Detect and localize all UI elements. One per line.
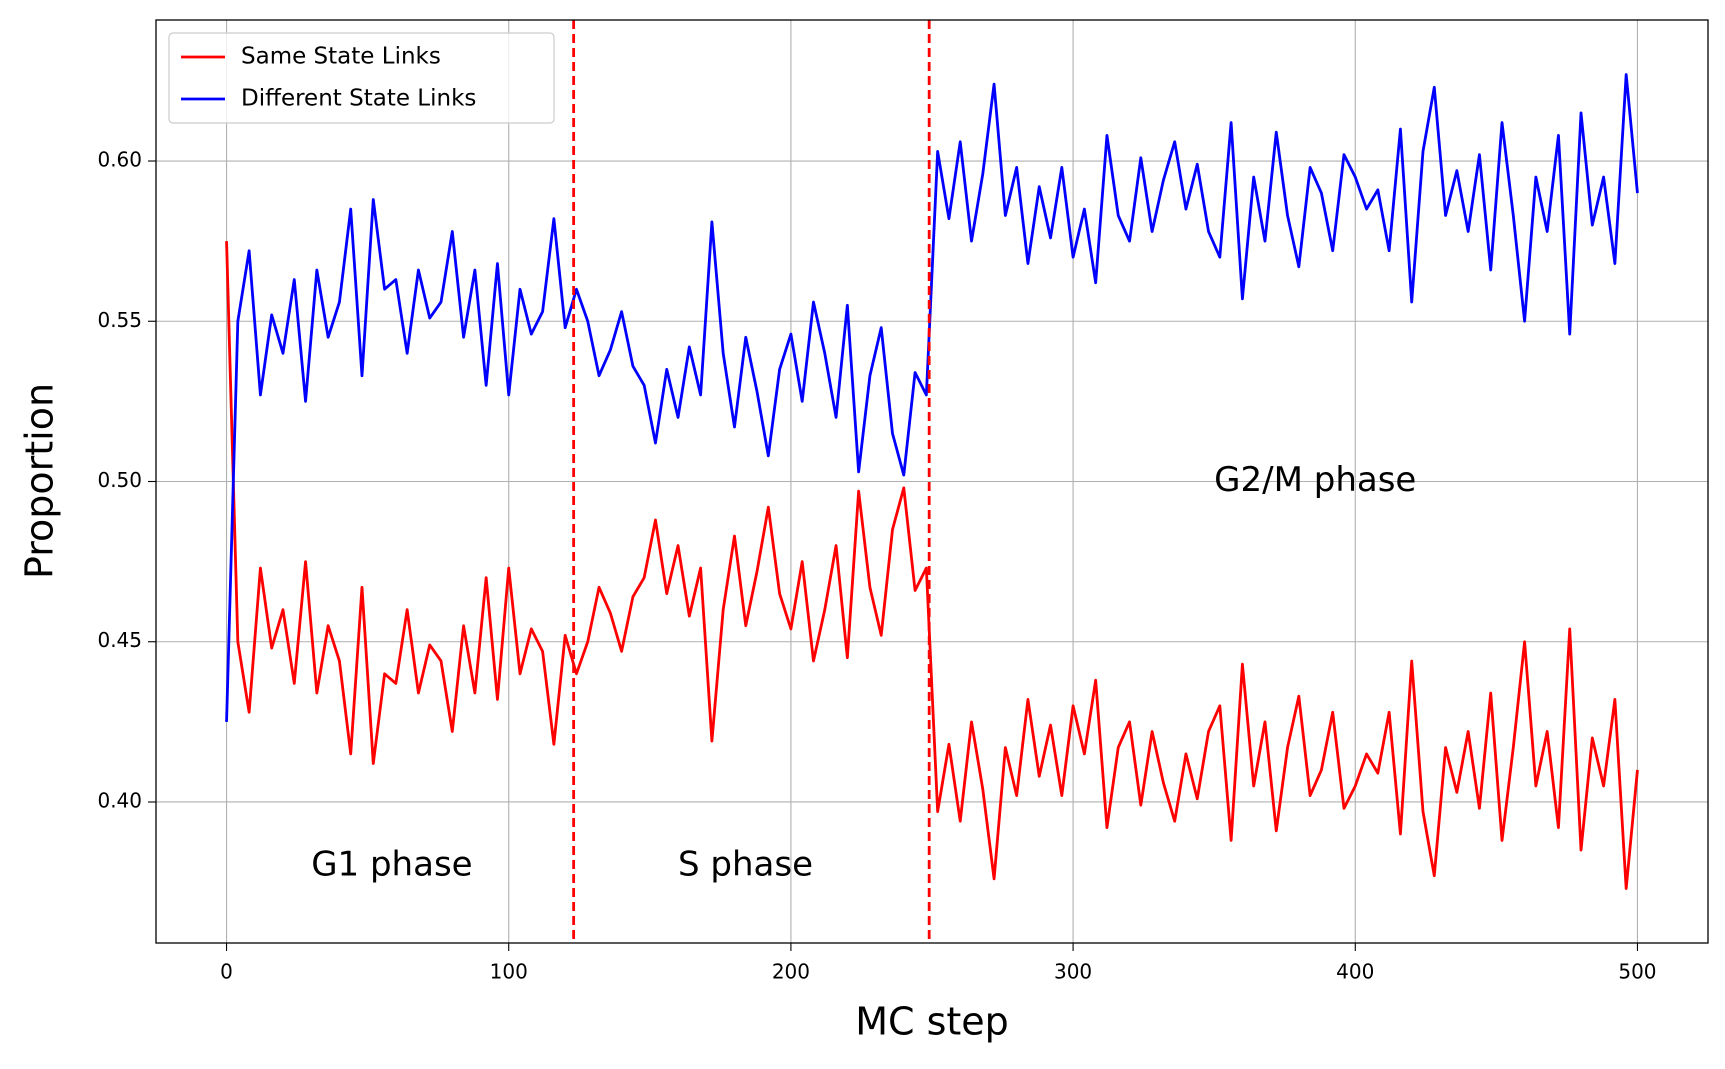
series-line bbox=[225, 73, 1639, 722]
x-tick-label: 200 bbox=[772, 960, 810, 984]
y-tick-label: 0.45 bbox=[97, 628, 142, 652]
series-line bbox=[225, 241, 1639, 890]
x-axis-label: MC step bbox=[855, 1000, 1009, 1044]
y-tick-label: 0.60 bbox=[97, 148, 142, 172]
annotation: G1 phase bbox=[311, 845, 472, 885]
y-tick-label: 0.50 bbox=[97, 468, 142, 492]
x-tick-label: 400 bbox=[1336, 960, 1374, 984]
annotation: G2/M phase bbox=[1214, 460, 1416, 500]
plot-frame bbox=[155, 19, 1709, 944]
y-axis-label: Proportion bbox=[18, 383, 62, 579]
x-tick-label: 300 bbox=[1054, 960, 1092, 984]
legend-label: Different State Links bbox=[241, 86, 476, 112]
legend-label: Same State Links bbox=[241, 44, 441, 70]
x-tick-label: 0 bbox=[220, 960, 233, 984]
y-tick-label: 0.40 bbox=[97, 788, 142, 812]
legend: Same State Links Different State Links bbox=[168, 32, 555, 124]
annotation: S phase bbox=[678, 845, 813, 885]
y-tick-label: 0.55 bbox=[97, 308, 142, 332]
x-tick-label: 500 bbox=[1618, 960, 1656, 984]
legend-box bbox=[168, 32, 555, 124]
x-tick-label: 100 bbox=[490, 960, 528, 984]
